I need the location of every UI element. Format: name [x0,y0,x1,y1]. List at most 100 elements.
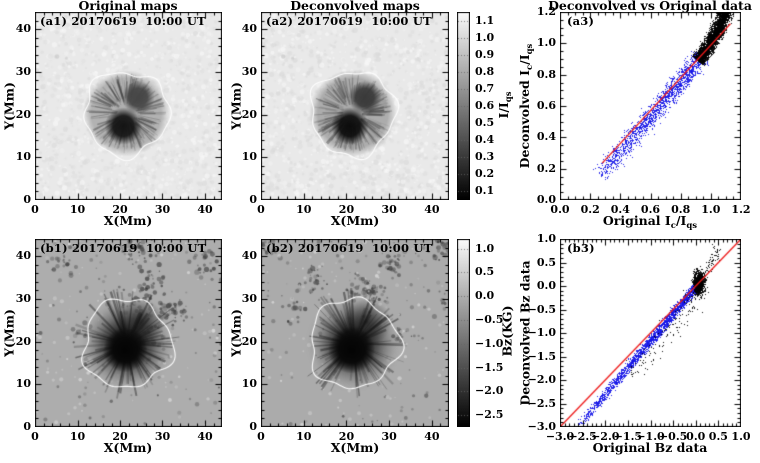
continuum-map-deconvolved-canvas [261,12,449,200]
y-tick-label: 30 [15,64,31,78]
magnetogram-deconvolved-canvas [261,239,449,427]
colorbar-tick-label: −0.5 [475,312,504,326]
magnetogram-original-canvas [35,239,222,427]
x-tick-label: 20 [112,430,128,443]
y-tick-label: 0.6 [536,99,556,112]
label-segment: qs [525,43,535,55]
y-axis-label-b1: Y(Mm) [1,309,17,357]
y-tick-label: 0 [249,193,257,206]
panel-annotation-b3: (b3) [567,241,595,255]
x-tick-label: 30 [154,203,171,216]
y-tick-label: 0 [23,420,31,433]
colorbar-tick-label: 0.2 [475,167,495,181]
colorbar-tick-label: −1.5 [475,360,504,374]
x-tick-label: 0.0 [550,203,570,216]
x-tick-label: 0 [257,203,265,216]
x-tick-label: 1.0 [731,430,751,443]
colorbar-tick-label: 1.0 [475,30,495,44]
panel-annotation-a2: (a2) 20170619 10:00 UT [266,14,432,28]
y-tick-label: 20 [15,107,31,121]
x-axis-label-a1: X(Mm) [103,213,153,228]
intensity-colorbar [457,12,470,200]
y-tick-label: −1.5 [527,349,556,363]
label-segment: /I [675,213,687,228]
label-segment: qs [686,221,698,231]
y-tick-label: 30 [241,291,257,305]
x-tick-label: −2.5 [568,430,597,443]
scatter-bz-comparison-canvas [560,239,741,427]
x-tick-label: 0 [31,203,39,216]
y-tick-label: 0 [23,193,31,206]
colorbar-tick-label: 0.3 [475,150,495,164]
y-tick-label: 20 [241,107,257,121]
panel-annotation-a3: (a3) [567,14,595,28]
colorbar-tick-label: −2.0 [475,384,504,398]
colorbar-tick-label: −1.0 [475,336,504,350]
x-tick-label: 0.0 [686,430,706,443]
y-tick-label: 30 [15,291,31,305]
bz-colorbar [457,239,470,427]
colorbar-tick-label: 0.5 [475,265,495,279]
x-tick-label: 40 [424,203,440,216]
x-tick-label: 10 [296,203,312,216]
y-axis-label-b2: Y(Mm) [228,309,244,357]
x-tick-label: 0.4 [610,203,630,216]
x-tick-label: 20 [338,203,355,216]
y-tick-label: −0.5 [527,302,556,316]
x-axis-label-b3: Original Bz data [592,440,708,455]
label-segment: c [525,64,535,70]
y-tick-label: 10 [241,377,257,391]
y-tick-label: 40 [241,22,257,36]
x-tick-label: 10 [296,430,312,443]
colorbar-tick-label: 0.4 [475,133,495,147]
label-segment: qs [504,91,514,103]
x-tick-label: 0.6 [640,203,661,216]
colorbar-tick-label: 0.7 [475,81,495,95]
x-tick-label: 1.0 [701,203,721,216]
y-tick-label: 1.0 [536,36,556,50]
intensity-colorbar-label: I/Iqs [496,92,514,119]
x-tick-label: 1.2 [731,203,751,216]
x-axis-label-a2: X(Mm) [330,213,380,228]
column-title-deconvolved-vs-original: Deconvolved vs Original data [548,0,752,13]
y-tick-label: 0.5 [536,255,556,269]
y-tick-label: 20 [241,334,257,348]
label-segment: I/I [496,102,511,119]
x-tick-label: 40 [197,430,213,443]
x-tick-label: −1.5 [613,430,643,443]
y-tick-label: 0.4 [536,130,556,144]
x-tick-label: 0.2 [580,203,600,216]
panel-annotation-b1: (b1) 20170619 10:00 UT [40,241,207,255]
y-tick-label: 1.0 [536,232,556,245]
column-title-original-maps: Original maps [78,0,178,13]
y-tick-label: 0.0 [536,279,556,292]
y-tick-label: 0.0 [536,193,556,206]
continuum-map-original-canvas [35,12,222,200]
colorbar-tick-label: 1.1 [475,13,495,27]
y-tick-label: 0 [249,420,257,433]
x-tick-label: 0 [257,430,265,443]
y-tick-label: 1.2 [536,5,556,18]
label-segment: Original I [602,213,671,228]
y-tick-label: −3.0 [527,420,556,433]
y-tick-label: −2.5 [527,396,556,410]
x-tick-label: 40 [424,430,440,443]
x-tick-label: 40 [197,203,213,216]
x-tick-label: −3.0 [545,430,575,443]
x-tick-label: 30 [381,430,397,443]
x-tick-label: 0 [31,430,39,443]
label-segment: Deconvolved I [517,70,532,169]
x-tick-label: 20 [338,430,355,443]
y-axis-label-a3: Deconvolved Ic/Iqs [517,44,535,169]
x-axis-label-b1: X(Mm) [103,440,153,455]
x-axis-label-b2: X(Mm) [330,440,380,455]
x-tick-label: 0.5 [708,430,728,443]
x-tick-label: 30 [154,430,171,443]
colorbar-tick-label: 1.0 [475,241,495,255]
y-tick-label: 30 [241,64,257,78]
x-tick-label: 10 [69,203,86,216]
y-tick-label: −2.0 [527,373,556,386]
y-tick-label: 0.2 [536,161,556,175]
y-tick-label: 40 [15,249,31,263]
